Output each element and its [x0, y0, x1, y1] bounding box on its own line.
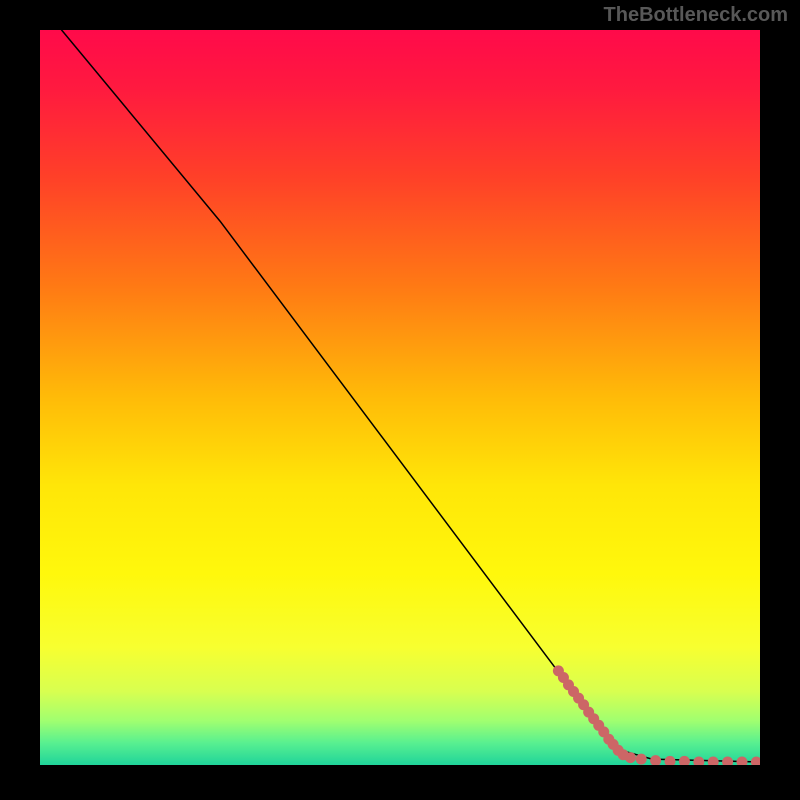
attribution-label: TheBottleneck.com: [604, 4, 788, 27]
plot-svg: [40, 30, 760, 765]
chart-container: TheBottleneck.com: [0, 0, 800, 800]
plot-area: [40, 30, 760, 765]
gradient-background: [40, 30, 760, 765]
scatter-point: [625, 752, 636, 763]
scatter-point: [636, 754, 647, 765]
